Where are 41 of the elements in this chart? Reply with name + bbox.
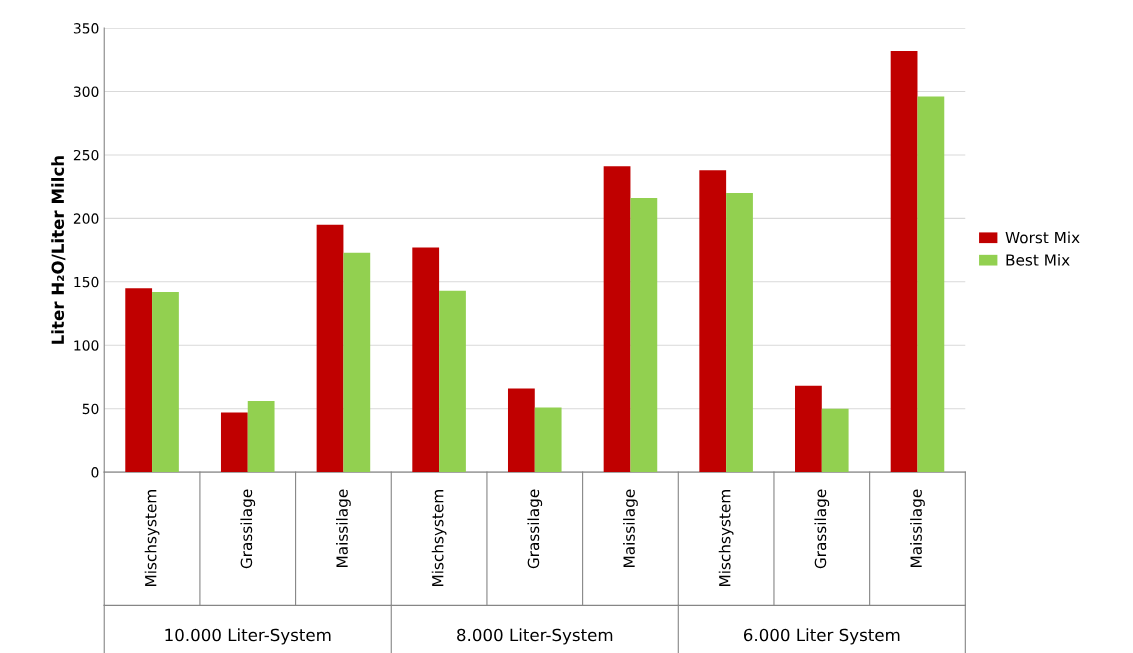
bar xyxy=(220,412,248,473)
y-tick-label: 50 xyxy=(82,403,99,415)
bar xyxy=(534,407,562,473)
x-tick-label: Maissilage xyxy=(336,489,351,567)
x-tick-label: Mischsystem xyxy=(718,490,734,586)
y-tick-label: 0 xyxy=(91,467,99,478)
bar xyxy=(152,291,179,473)
bar xyxy=(795,385,822,473)
bar xyxy=(247,401,275,473)
bar xyxy=(917,96,945,473)
y-tick-label: 100 xyxy=(74,340,99,351)
y-tick-label: 350 xyxy=(73,23,99,34)
bar xyxy=(343,252,371,473)
text: 8.000 Liter-System xyxy=(457,628,613,645)
text: 10.000 Liter-System xyxy=(165,628,331,645)
y-tick-label: 150 xyxy=(74,276,99,288)
bar xyxy=(726,193,753,473)
x-tick-label: Grassilage xyxy=(527,489,543,569)
x-tick-label: Mischsystem xyxy=(144,490,160,586)
bar xyxy=(603,166,631,473)
x-tick-label: Maissilage xyxy=(623,489,638,567)
bar xyxy=(630,198,658,473)
bar xyxy=(125,288,153,473)
y-axis-title: Liter H₂O/Liter Milch xyxy=(51,156,66,344)
bar xyxy=(507,388,535,473)
bar xyxy=(890,50,918,473)
bar xyxy=(439,290,466,473)
y-tick-label: 300 xyxy=(73,86,99,97)
x-tick-label: Grassilage xyxy=(814,489,830,569)
bar xyxy=(316,224,344,473)
x-tick-label: Grassilage xyxy=(240,489,256,569)
bar xyxy=(412,247,440,473)
bar xyxy=(699,170,727,473)
y-tick-label: 200 xyxy=(73,213,99,224)
x-tick-label: Mischsystem xyxy=(431,490,447,586)
legend-label: Best Mix xyxy=(1006,253,1070,266)
bar xyxy=(821,408,849,473)
legend-label: Worst Mix xyxy=(1005,231,1080,244)
x-tick-label: Maissilage xyxy=(910,489,925,567)
y-tick-label: 250 xyxy=(73,149,99,161)
text: 6.000 Liter System xyxy=(743,628,900,645)
